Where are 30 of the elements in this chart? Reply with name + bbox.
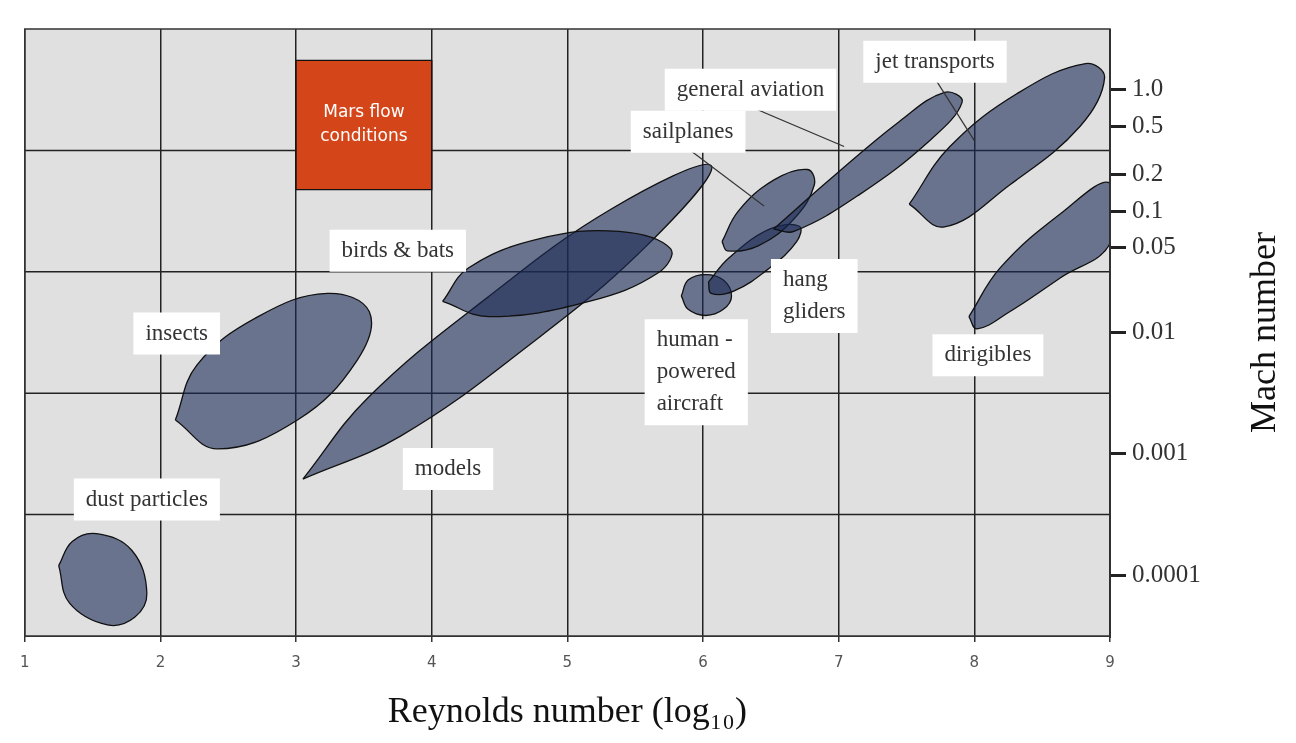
y-tick-label: 0.001 (1132, 438, 1189, 466)
series-label: birds & bats (341, 236, 455, 262)
y-tick-label: 0.1 (1132, 195, 1164, 223)
series-label: models (414, 455, 482, 481)
y-tick-label: 0.2 (1132, 159, 1164, 187)
text: general aviation (676, 75, 825, 101)
y-tick-label: 0.01 (1132, 317, 1176, 345)
series-label: insects (145, 319, 209, 345)
y-tick-label: 0.05 (1132, 232, 1176, 260)
x-tick-label: 4 (426, 652, 437, 671)
series-label: Mars flow conditions (320, 101, 408, 146)
series-label: dirigibles (944, 341, 1032, 367)
y-axis-title: Mach number (1243, 232, 1284, 433)
x-tick-label: 7 (833, 652, 844, 671)
x-tick-label: 8 (969, 652, 980, 671)
series-label: dust particles (85, 485, 208, 511)
series-label: hang gliders (782, 265, 846, 323)
x-tick-label: 3 (291, 652, 301, 671)
y-tick-label: 0.0001 (1132, 559, 1201, 587)
x-tick-label: 6 (698, 652, 708, 671)
x-tick-label: 2 (155, 652, 166, 671)
series-label: human - powered aircraft (656, 326, 737, 416)
y-tick-label: 0.5 (1132, 110, 1164, 138)
series-label: jet transports (874, 47, 995, 73)
x-tick-label: 5 (562, 652, 573, 671)
x-axis-title: Reynolds number (log₁₀) (387, 689, 747, 730)
text: sailplanes (642, 117, 734, 143)
x-tick-label: 9 (1105, 652, 1115, 671)
x-tick-label: 1 (20, 652, 30, 671)
y-tick-label: 1.0 (1132, 74, 1164, 102)
